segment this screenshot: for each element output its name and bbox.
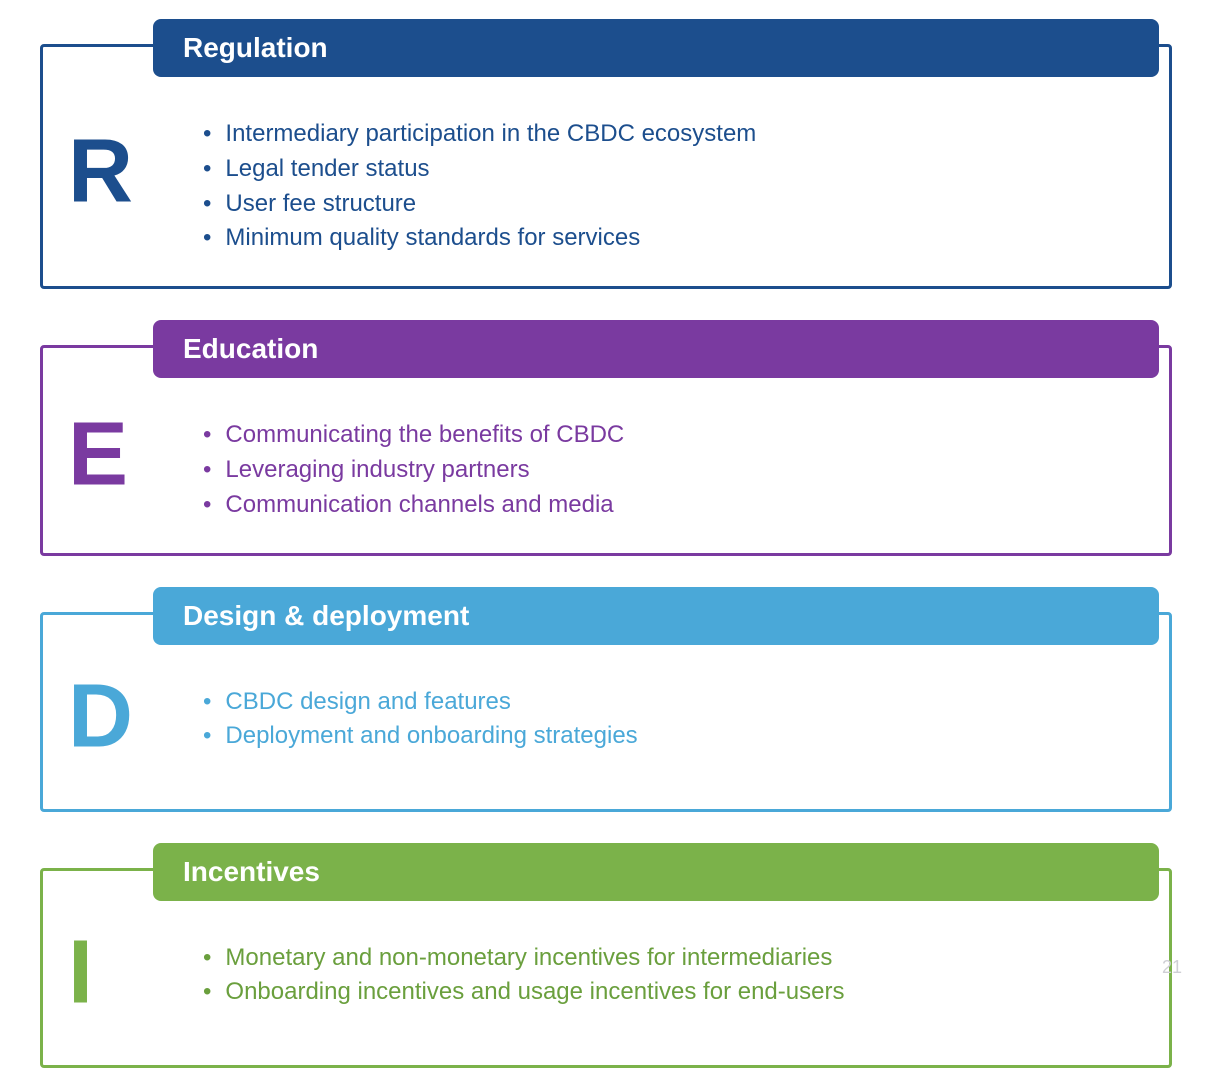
- bullet-item: Minimum quality standards for services: [203, 221, 1139, 256]
- redi-cards-container: Regulation R Intermediary participation in…: [40, 20, 1172, 1068]
- bullet-item: User fee structure: [203, 187, 1139, 222]
- bullet-item: Legal tender status: [203, 152, 1139, 187]
- bullet-item: Monetary and non-monetary incentives for…: [203, 941, 1139, 976]
- card-header: Incentives: [153, 843, 1159, 901]
- card-letter: R: [68, 126, 133, 216]
- card-bullets: Intermediary participation in the CBDC e…: [203, 117, 1139, 256]
- bullet-item: Leveraging industry partners: [203, 453, 1139, 488]
- card-header: Regulation: [153, 19, 1159, 77]
- card-header: Education: [153, 320, 1159, 378]
- bullet-item: CBDC design and features: [203, 685, 1139, 720]
- page-number: 21: [1162, 957, 1182, 978]
- bullet-item: Communication channels and media: [203, 488, 1139, 523]
- card-d: Design & deploymentDCBDC design and feat…: [40, 612, 1172, 812]
- card-bullets: Communicating the benefits of CBDCLevera…: [203, 418, 1139, 522]
- bullet-item: Onboarding incentives and usage incentiv…: [203, 975, 1139, 1010]
- card-i: IncentivesIMonetary and non-monetary inc…: [40, 868, 1172, 1068]
- card-bullets: CBDC design and featuresDeployment and o…: [203, 685, 1139, 755]
- card-e: EducationECommunicating the benefits of …: [40, 345, 1172, 555]
- card-r: RegulationRIntermediary participation in…: [40, 44, 1172, 289]
- card-letter: E: [68, 410, 128, 500]
- bullet-item: Intermediary participation in the CBDC e…: [203, 117, 1139, 152]
- card-letter: D: [68, 671, 133, 761]
- bullet-item: Deployment and onboarding strategies: [203, 719, 1139, 754]
- bullet-item: Communicating the benefits of CBDC: [203, 418, 1139, 453]
- card-header: Design & deployment: [153, 587, 1159, 645]
- card-letter: I: [68, 927, 93, 1017]
- card-bullets: Monetary and non-monetary incentives for…: [203, 941, 1139, 1011]
